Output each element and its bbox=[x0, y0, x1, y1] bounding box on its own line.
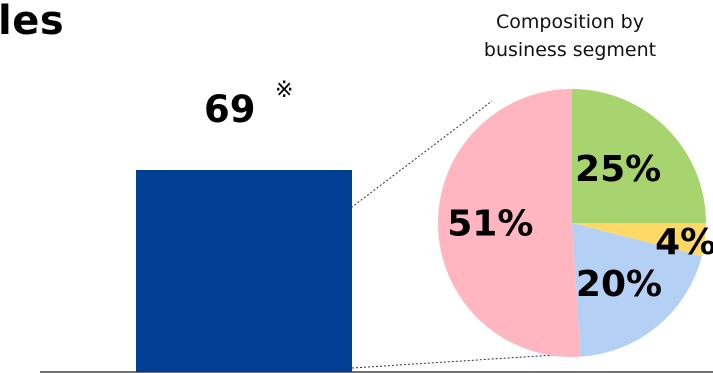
pie-slice bbox=[438, 89, 581, 357]
pie-title: Composition by business segment bbox=[440, 8, 700, 64]
bar-data-label: 69 bbox=[204, 88, 256, 131]
pie-slice-label: 51% bbox=[447, 203, 533, 244]
pie-slice bbox=[572, 223, 706, 257]
pie-chart bbox=[438, 89, 706, 357]
bar-note-mark: ※ bbox=[275, 78, 294, 103]
pie-slice bbox=[572, 89, 706, 223]
page-heading-fragment: les bbox=[0, 0, 65, 44]
pie-slice-label: 20% bbox=[576, 264, 662, 305]
pie-title-line-2: business segment bbox=[483, 39, 657, 61]
pie-title-line-1: Composition by bbox=[495, 11, 644, 33]
pie-labels: 25% 4%20% 51% bbox=[447, 149, 713, 305]
pie-slice bbox=[572, 223, 702, 357]
pie-slice-label: 4% bbox=[655, 222, 713, 263]
bar-mark bbox=[136, 170, 352, 372]
pie-slice-label: 25% bbox=[575, 149, 661, 190]
connector-line-bottom bbox=[351, 352, 587, 369]
